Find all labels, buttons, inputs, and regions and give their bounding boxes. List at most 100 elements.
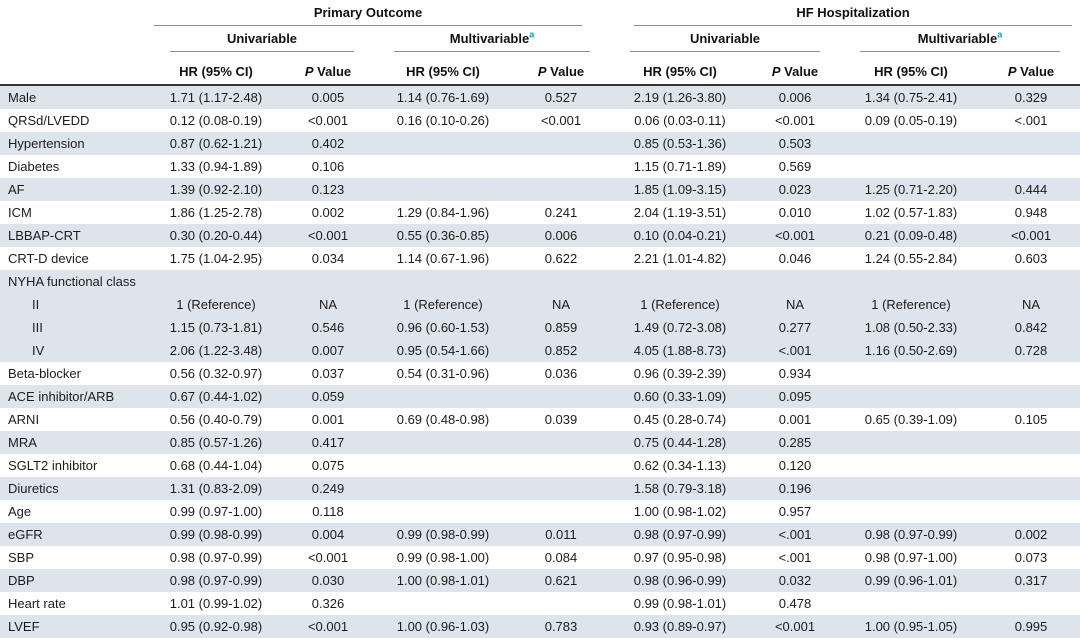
hr-ci-cell: 1.00 (0.98-1.01) (396, 573, 490, 588)
p-value-header: P Value (750, 52, 840, 86)
hr-ci-cell: 0.96 (0.60-1.53) (396, 320, 490, 335)
p-value-cell: 0.478 (778, 596, 812, 611)
table-row: Heart rate 1.01 (0.99-1.02) 0.326 0.99 (0.9… (0, 592, 1080, 615)
table-row: Age 0.99 (0.97-1.00) 0.118 1.00 (0.98-1.02)… (0, 500, 1080, 523)
p-value-cell: 0.006 (778, 90, 812, 105)
footnote-superscript: a (997, 29, 1003, 40)
hr-ci-cell: 0.75 (0.44-1.28) (633, 435, 727, 450)
hr-ci-cell: 0.69 (0.48-0.98) (396, 412, 490, 427)
row-label: AF (8, 182, 25, 197)
p-value-cell (982, 132, 1080, 155)
hr-ci-cell: 0.12 (0.08-0.19) (169, 113, 263, 128)
table-header: Primary Outcome HF Hospitalization Univa… (0, 0, 1080, 86)
p-value-cell (512, 500, 610, 523)
p-value-cell: 0.046 (778, 251, 812, 266)
p-value-cell: 0.034 (311, 251, 345, 266)
table-row: CRT-D device 1.75 (1.04-2.95) 0.034 1.14 (0… (0, 247, 1080, 270)
row-label: Hypertension (8, 136, 85, 151)
p-value-cell: 0.023 (778, 182, 812, 197)
hr-ci-header: HR (95% CI) (610, 52, 750, 86)
row-label: III (32, 320, 43, 335)
hr-ci-cell: 1.29 (0.84-1.96) (396, 205, 490, 220)
model-group-row: Univariable Multivariablea Univariable M… (0, 26, 1080, 52)
hr-ci-cell (374, 592, 512, 615)
table-row: SGLT2 inhibitor 0.68 (0.44-1.04) 0.075 0.62… (0, 454, 1080, 477)
hr-ci-cell: 1.14 (0.67-1.96) (396, 251, 490, 266)
p-value-cell: 0.317 (1014, 573, 1048, 588)
hr-ci-cell: 1 (Reference) (176, 297, 256, 312)
p-value-cell (982, 270, 1080, 293)
p-value-cell (982, 431, 1080, 454)
hr-ci-cell: 1.31 (0.83-2.09) (169, 481, 263, 496)
hr-ci-cell (374, 431, 512, 454)
p-value-cell: 0.622 (544, 251, 578, 266)
p-value-cell: <.001 (778, 527, 812, 542)
p-value-cell: 0.444 (1014, 182, 1048, 197)
hr-ci-cell: 1.14 (0.76-1.69) (396, 90, 490, 105)
primary-univariable-group: Univariable (150, 26, 374, 52)
multivariable-label: Multivariablea (860, 29, 1061, 52)
table-row: Hypertension 0.87 (0.62-1.21) 0.402 0.85 (0… (0, 132, 1080, 155)
hr-ci-cell (150, 270, 282, 293)
hr-ci-cell: 1.39 (0.92-2.10) (169, 182, 263, 197)
p-value-cell (750, 270, 840, 293)
hr-ci-cell: 0.97 (0.95-0.98) (633, 550, 727, 565)
table-row: MRA 0.85 (0.57-1.26) 0.417 0.75 (0.44-1.28)… (0, 431, 1080, 454)
table-row: eGFR 0.99 (0.98-0.99) 0.004 0.99 (0.98-0.99… (0, 523, 1080, 546)
hr-ci-cell: 0.99 (0.98-1.00) (396, 550, 490, 565)
p-value-cell (512, 477, 610, 500)
row-label: Beta-blocker (8, 366, 81, 381)
hr-ci-cell: 0.85 (0.53-1.36) (633, 136, 727, 151)
primary-multivariable-group: Multivariablea (374, 26, 610, 52)
hr-ci-cell (840, 385, 982, 408)
p-value-cell: 0.120 (778, 458, 812, 473)
p-value-cell: 0.075 (311, 458, 345, 473)
p-value-cell (512, 132, 610, 155)
p-value-cell: 0.005 (311, 90, 345, 105)
hr-ci-cell (374, 500, 512, 523)
hr-ci-cell: 0.99 (0.97-1.00) (169, 504, 263, 519)
p-value-cell: 0.039 (544, 412, 578, 427)
hr-ci-cell: 1 (Reference) (640, 297, 720, 312)
hr-ci-cell: 0.85 (0.57-1.26) (169, 435, 263, 450)
table-row: LVEF 0.95 (0.92-0.98) <0.001 1.00 (0.96-1.0… (0, 615, 1080, 638)
p-value-cell (512, 178, 610, 201)
hr-ci-header: HR (95% CI) (840, 52, 982, 86)
hr-ci-cell: 1 (Reference) (871, 297, 951, 312)
p-value-cell: <0.001 (307, 550, 349, 565)
table-row: Beta-blocker 0.56 (0.32-0.97) 0.037 0.54 (0… (0, 362, 1080, 385)
row-label: DBP (8, 573, 35, 588)
p-value-cell: 0.004 (311, 527, 345, 542)
footnote-superscript: a (529, 29, 535, 40)
table-row: III 1.15 (0.73-1.81) 0.546 0.96 (0.60-1.53)… (0, 316, 1080, 339)
hr-ci-cell: 0.06 (0.03-0.11) (634, 113, 726, 128)
p-value-cell (512, 270, 610, 293)
hr-ci-header: HR (95% CI) (374, 52, 512, 86)
univariable-label: Univariable (170, 32, 354, 52)
table-row: QRSd/LVEDD 0.12 (0.08-0.19) <0.001 0.16 (0.… (0, 109, 1080, 132)
p-value-cell: 0.118 (312, 504, 344, 519)
p-value-header: P Value (982, 52, 1080, 86)
hr-ci-cell: 1.24 (0.55-2.84) (864, 251, 958, 266)
p-value-cell: <.001 (1014, 113, 1048, 128)
p-value-cell: 0.402 (311, 136, 345, 151)
hr-ci-cell: 0.98 (0.97-0.99) (169, 550, 263, 565)
p-value-cell: 0.037 (311, 366, 345, 381)
p-value-cell: 0.852 (544, 343, 578, 358)
row-label: IV (32, 343, 45, 358)
hr-ci-cell: 0.98 (0.97-1.00) (864, 550, 958, 565)
label-column-spacer (0, 52, 150, 86)
p-value-cell: 0.007 (311, 343, 345, 358)
hr-ci-cell: 1.33 (0.94-1.89) (169, 159, 263, 174)
hr-ci-cell (610, 270, 750, 293)
hr-ci-cell: 2.21 (1.01-4.82) (633, 251, 727, 266)
p-value-cell (512, 431, 610, 454)
p-value-cell: 0.036 (544, 366, 578, 381)
p-value-cell: 0.948 (1014, 205, 1048, 220)
p-value-cell: 0.527 (544, 90, 578, 105)
row-label: Heart rate (8, 596, 66, 611)
p-value-cell: 0.326 (311, 596, 345, 611)
hr-ci-cell (374, 132, 512, 155)
